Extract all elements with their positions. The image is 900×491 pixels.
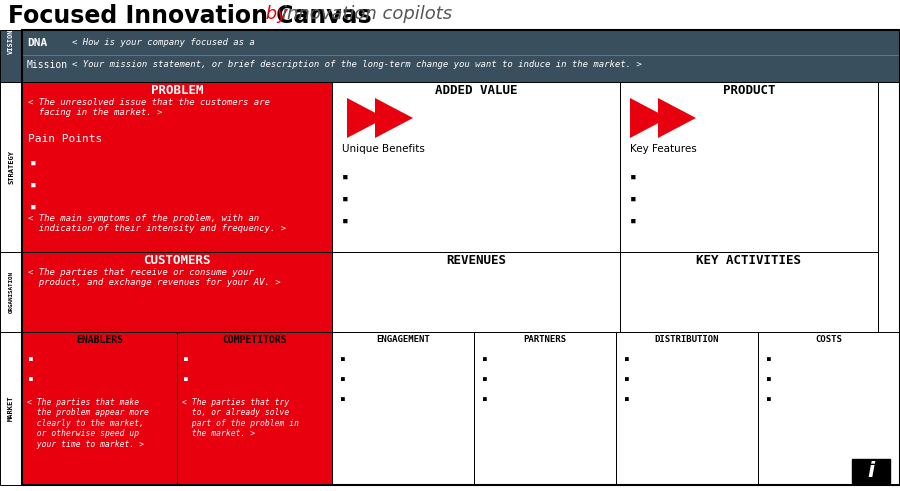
- Text: < The parties that make
  the problem appear more
  clearly to the market,
  or : < The parties that make the problem appe…: [27, 398, 148, 449]
- Text: ▪: ▪: [630, 216, 637, 226]
- Text: CUSTOMERS: CUSTOMERS: [143, 254, 211, 267]
- Bar: [332, 332, 474, 485]
- Text: STRATEGY: STRATEGY: [8, 150, 14, 184]
- Text: COSTS: COSTS: [815, 335, 842, 344]
- Text: < The main symptoms of the problem, with an
  indication of their intensity and : < The main symptoms of the problem, with…: [28, 214, 286, 233]
- Bar: [177, 332, 332, 485]
- Text: Pain Points: Pain Points: [28, 134, 103, 144]
- Bar: [332, 252, 620, 332]
- Text: < Your mission statement, or brief description of the long-term change you want : < Your mission statement, or brief descr…: [72, 60, 642, 69]
- Text: ▪: ▪: [342, 216, 349, 226]
- Bar: [758, 332, 900, 485]
- Text: Mission: Mission: [27, 60, 68, 70]
- Bar: [620, 252, 878, 332]
- Text: ▪: ▪: [630, 172, 637, 182]
- Text: PRODUCT: PRODUCT: [723, 84, 775, 97]
- Text: Key Features: Key Features: [630, 144, 697, 154]
- Text: ▪: ▪: [30, 180, 37, 190]
- Text: PROBLEM: PROBLEM: [151, 84, 203, 97]
- Bar: [22, 30, 900, 82]
- Text: ENGAGEMENT: ENGAGEMENT: [376, 335, 430, 344]
- Text: ▪: ▪: [766, 394, 772, 404]
- Bar: [22, 332, 177, 485]
- Text: ▪: ▪: [30, 202, 37, 212]
- Bar: [22, 252, 332, 332]
- Bar: [852, 459, 890, 483]
- Polygon shape: [347, 98, 385, 138]
- Text: COMPETITORS: COMPETITORS: [222, 335, 287, 345]
- Text: MARKET: MARKET: [8, 396, 14, 421]
- Text: DISTRIBUTION: DISTRIBUTION: [655, 335, 719, 344]
- Text: innovation copilots: innovation copilots: [282, 5, 452, 23]
- Text: ▪: ▪: [482, 354, 488, 364]
- Text: ▪: ▪: [766, 374, 772, 384]
- Polygon shape: [630, 98, 668, 138]
- Text: ▪: ▪: [28, 354, 34, 364]
- Bar: [0, 252, 22, 332]
- Text: ADDED VALUE: ADDED VALUE: [435, 84, 518, 97]
- Text: ▪: ▪: [482, 374, 488, 384]
- Text: ▪: ▪: [630, 194, 637, 204]
- Text: Unique Benefits: Unique Benefits: [342, 144, 425, 154]
- Bar: [474, 332, 616, 485]
- Polygon shape: [375, 98, 413, 138]
- Text: ▪: ▪: [30, 158, 37, 168]
- Text: ▪: ▪: [340, 394, 346, 404]
- Polygon shape: [658, 98, 696, 138]
- Text: ▪: ▪: [624, 374, 630, 384]
- Text: ▪: ▪: [482, 394, 488, 404]
- Text: PARTNERS: PARTNERS: [524, 335, 566, 344]
- Bar: [332, 82, 620, 252]
- Text: < The unresolved issue that the customers are
  facing in the market. >: < The unresolved issue that the customer…: [28, 98, 270, 117]
- Bar: [620, 82, 878, 252]
- Text: ▪: ▪: [183, 354, 189, 364]
- Bar: [22, 82, 332, 252]
- Text: ORGANISATION: ORGANISATION: [8, 271, 14, 313]
- Text: ▪: ▪: [342, 172, 349, 182]
- Text: KEY ACTIVITIES: KEY ACTIVITIES: [697, 254, 802, 267]
- Text: ▪: ▪: [624, 354, 630, 364]
- Bar: [0, 82, 22, 252]
- Text: ENABLERS: ENABLERS: [76, 335, 123, 345]
- Text: ▪: ▪: [340, 354, 346, 364]
- Text: i: i: [868, 461, 875, 481]
- Text: < How is your company focused as a: < How is your company focused as a: [72, 38, 260, 47]
- Text: < The parties that try
  to, or already solve
  part of the problem in
  the mar: < The parties that try to, or already so…: [182, 398, 299, 438]
- Text: < The parties that receive or consume your
  product, and exchange revenues for : < The parties that receive or consume yo…: [28, 268, 281, 287]
- Text: ▪: ▪: [183, 374, 189, 384]
- Text: VISION: VISION: [8, 28, 14, 54]
- Bar: [0, 332, 22, 485]
- Text: DNA: DNA: [27, 38, 47, 48]
- Bar: [0, 30, 22, 82]
- Text: Focused Innovation Canvas: Focused Innovation Canvas: [8, 4, 372, 28]
- Bar: [616, 332, 758, 485]
- Text: REVENUES: REVENUES: [446, 254, 506, 267]
- Text: ▪: ▪: [28, 374, 34, 384]
- Text: by: by: [260, 5, 293, 23]
- Text: ▪: ▪: [624, 394, 630, 404]
- Text: ▪: ▪: [342, 194, 349, 204]
- Text: ▪: ▪: [340, 374, 346, 384]
- Text: ▪: ▪: [766, 354, 772, 364]
